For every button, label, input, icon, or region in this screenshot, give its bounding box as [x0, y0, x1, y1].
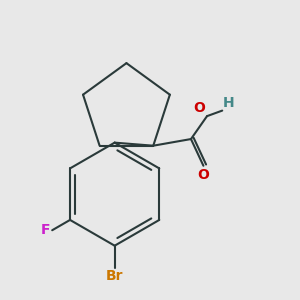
Text: O: O: [194, 101, 206, 115]
Text: Br: Br: [106, 269, 123, 283]
Text: H: H: [223, 96, 235, 110]
Text: F: F: [41, 223, 51, 237]
Text: O: O: [197, 168, 209, 182]
